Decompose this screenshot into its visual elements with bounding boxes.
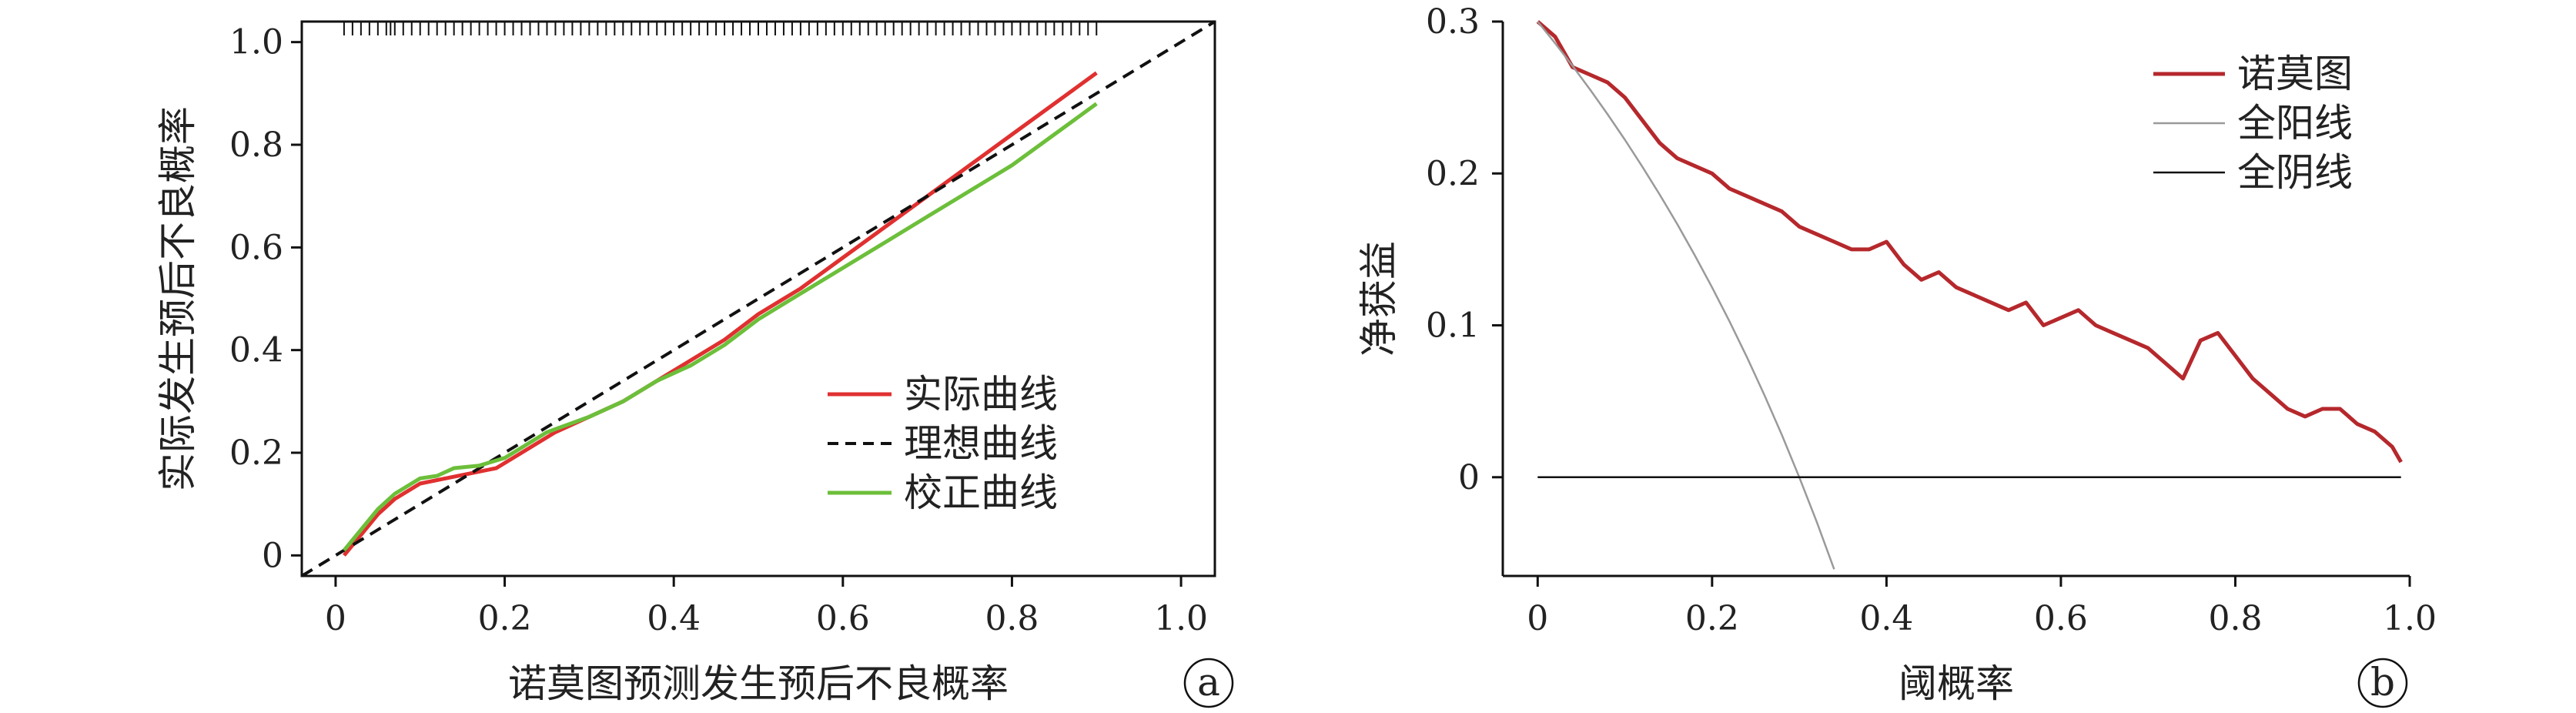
x-tick-label: 0.2: [1685, 599, 1739, 638]
dca-x-ticks: 0 0.2 0.4 0.6 0.8 1.0: [1527, 576, 2437, 638]
x-tick-label: 0.2: [478, 599, 532, 638]
x-tick-label: 1.0: [1154, 599, 1208, 638]
x-tick-label: 0.4: [1859, 599, 1913, 638]
y-tick-label: 0.4: [229, 331, 283, 370]
legend-label: 校正曲线: [904, 470, 1058, 515]
y-tick-label: 0.3: [1426, 2, 1480, 42]
y-tick-label: 0.6: [229, 228, 283, 267]
dca-series: [1536, 20, 2403, 570]
calibration-x-ticks: 0 0.2 0.4 0.6 0.8 1.0: [325, 576, 1208, 638]
y-tick-label: 0.8: [229, 126, 283, 165]
dca-y-axis-label: 净获益: [1357, 241, 1401, 356]
calibration-series: [300, 20, 1216, 577]
x-tick-label: 0.6: [2034, 599, 2088, 638]
y-tick-label: 0: [262, 536, 283, 575]
legend-label: 实际曲线: [904, 372, 1058, 417]
dca-series-line-1: [1536, 20, 2403, 464]
x-tick-label: 0.8: [985, 599, 1039, 638]
y-tick-label: 0.2: [229, 433, 283, 473]
legend-label: 全阴线: [2237, 150, 2353, 195]
series-line-2: [300, 20, 1216, 577]
panel-a-letter: a: [1197, 660, 1220, 705]
dca-series-line-2: [1537, 21, 1835, 570]
series-line-3: [342, 102, 1098, 552]
calibration-y-ticks: 0 0.2 0.4 0.6 0.8 1.0: [229, 23, 302, 575]
dca-y-ticks: 0 0.1 0.2 0.3: [1426, 2, 1503, 497]
x-tick-label: 0.8: [2208, 599, 2262, 638]
x-tick-label: 0.4: [647, 599, 701, 638]
x-tick-label: 0: [325, 599, 346, 638]
panel-a-marker: a: [1183, 658, 1234, 708]
x-tick-label: 0: [1527, 599, 1548, 638]
dca-axes: [1501, 22, 2410, 577]
calibration-y-axis-label: 实际发生预后不良概率: [156, 106, 200, 491]
legend-label: 诺莫图: [2237, 52, 2353, 96]
y-tick-label: 0: [1458, 458, 1480, 497]
panel-b-circle: [2357, 658, 2408, 708]
calibration-x-axis-label: 诺莫图预测发生预后不良概率: [508, 661, 1009, 706]
x-tick-label: 1.0: [2383, 599, 2437, 638]
y-tick-label: 0.2: [1426, 154, 1480, 193]
panel-b-marker: b: [2357, 658, 2408, 708]
panel-a-circle: [1183, 658, 1234, 708]
legend-label: 理想曲线: [904, 421, 1058, 466]
y-tick-label: 1.0: [229, 23, 283, 62]
y-tick-label: 0.1: [1426, 306, 1480, 346]
panel-b-letter: b: [2370, 660, 2395, 705]
dca-x-axis-label: 阈概率: [1899, 661, 2014, 706]
x-tick-label: 0.6: [816, 599, 870, 638]
calibration-panel: 0 0.2 0.4 0.6 0.8 1.0 0 0.2 0.4 0.6 0.8 1.0 诺莫图预测发…: [156, 20, 1234, 708]
dca-panel: 0 0.2 0.4 0.6 0.8 1.0 0 0.1 0.2 0.3 阈概率 净获益 诺莫图全…: [1357, 2, 2437, 708]
legend-label: 全阳线: [2237, 101, 2353, 146]
rug-marks: [343, 22, 1098, 35]
